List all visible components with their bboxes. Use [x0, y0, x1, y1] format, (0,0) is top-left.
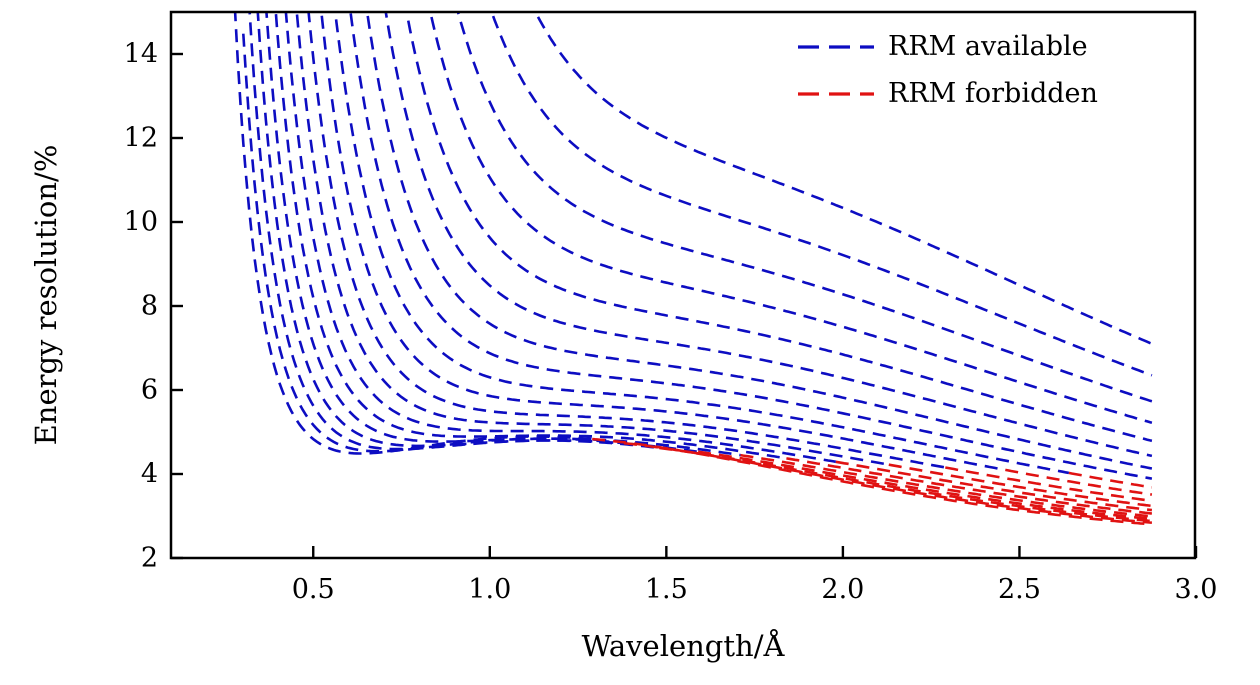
curve-rrm-available [405, 12, 1153, 443]
curve-rrm-forbidden [1068, 471, 1153, 489]
plot-frame [169, 10, 1197, 560]
legend-line-samples [798, 45, 874, 96]
legend-entry-rrm-forbidden: RRM forbidden [888, 78, 1098, 109]
curve-rrm-forbidden [835, 460, 1153, 512]
curve-rrm-available [320, 12, 1006, 472]
curve-rrm-available [248, 12, 660, 451]
curve-rrm-available [233, 12, 593, 455]
curve-rrm-forbidden [592, 437, 1152, 526]
curve-rrm-available [307, 12, 946, 469]
curve-rrm-available [265, 12, 741, 457]
y-tick-label: 8 [140, 290, 158, 322]
curve-rrm-forbidden [888, 463, 1152, 508]
curve-rrm-forbidden [697, 450, 1152, 521]
curve-rrm-available [384, 12, 1153, 458]
curve-rrm-available [365, 12, 1153, 470]
y-tick-label: 2 [140, 542, 158, 574]
curve-rrm-available [284, 12, 837, 464]
y-tick-label: 14 [123, 38, 158, 70]
curve-rrm-available [456, 12, 1153, 403]
y-tick-label: 6 [140, 374, 158, 406]
curve-rrm-forbidden [623, 441, 1153, 524]
x-tick-label: 2.0 [821, 574, 865, 605]
curve-rrm-available [295, 14, 890, 466]
legend-entry-rrm-available: RRM available [888, 31, 1088, 62]
y-tick-label: 10 [123, 206, 158, 238]
y-tick-label: 12 [123, 122, 158, 154]
x-tick-label: 3.0 [1174, 574, 1218, 605]
curve-rrm-available [534, 12, 1153, 346]
y-tick-label: 4 [140, 458, 158, 490]
curve-rrm-forbidden [1005, 468, 1153, 496]
curve-rrm-forbidden [740, 453, 1153, 518]
curve-rrm-available [256, 12, 699, 454]
axis-ticks [171, 52, 1198, 560]
x-tick-label: 2.5 [997, 574, 1041, 605]
curve-rrm-forbidden [945, 466, 1153, 503]
curve-rrm-available [242, 33, 625, 453]
x-tick-label: 1.0 [468, 574, 512, 605]
x-tick-label: 1.5 [644, 574, 688, 605]
x-tick-label: 0.5 [291, 574, 335, 605]
curve-rrm-available [429, 12, 1153, 425]
curve-rrm-available [274, 12, 787, 460]
curve-rrm-available [490, 12, 1153, 377]
y-axis-title: Energy resolution/% [29, 144, 63, 446]
curve-lines [233, 12, 1153, 526]
x-axis-title: Wavelength/Å [581, 629, 785, 663]
